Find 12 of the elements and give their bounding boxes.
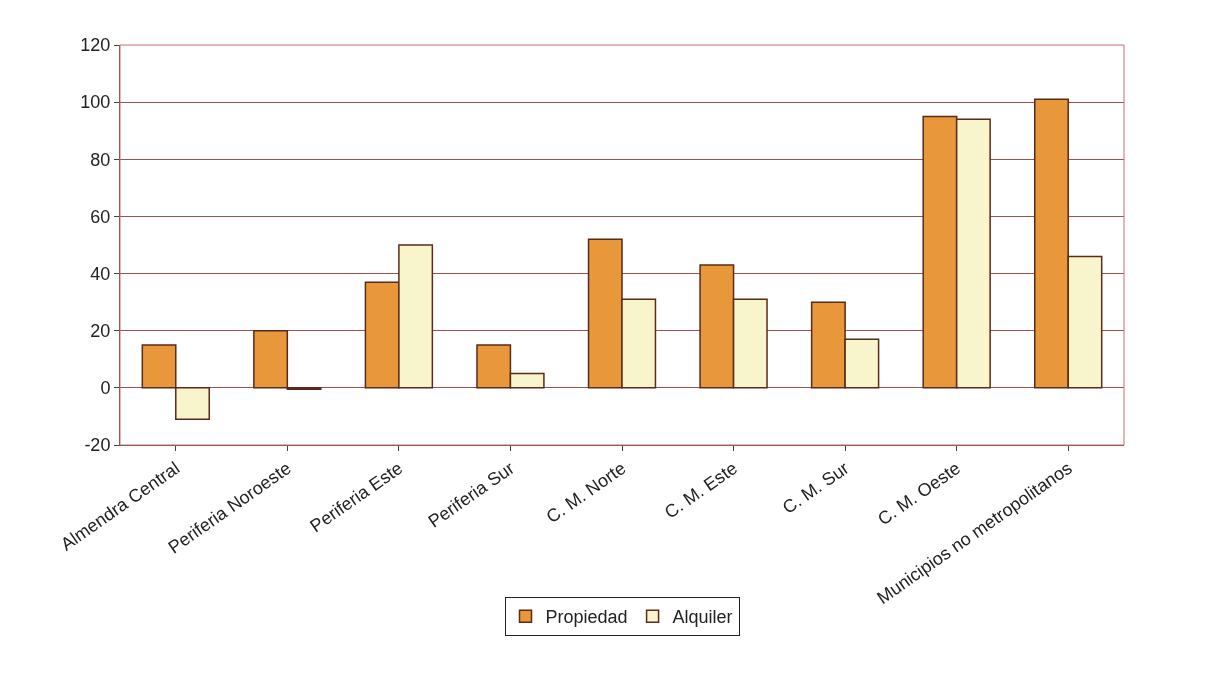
- legend-label: Propiedad: [545, 607, 628, 628]
- y-tick-label: -20: [84, 435, 111, 456]
- y-tick-label: 60: [90, 206, 111, 227]
- x-tick-label: C. M. Este: [660, 457, 742, 523]
- y-tick-label: 40: [90, 263, 111, 284]
- y-tick-label: 100: [80, 92, 111, 113]
- y-tick-label: 20: [90, 321, 111, 342]
- y-tick-label: 120: [80, 35, 111, 56]
- y-tick-label: 0: [100, 378, 111, 399]
- y-tick-label: 80: [90, 149, 111, 170]
- x-tick-label: C. M. Sur: [778, 457, 853, 518]
- legend-label: Alquiler: [672, 607, 733, 628]
